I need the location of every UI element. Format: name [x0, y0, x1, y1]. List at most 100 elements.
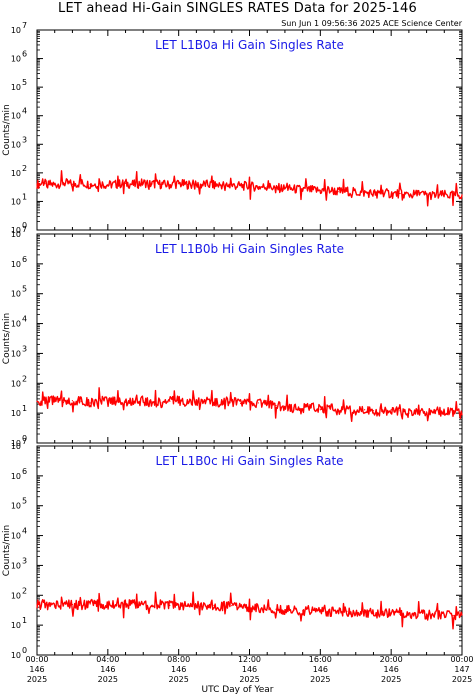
data-point: [186, 183, 189, 186]
data-point: [248, 606, 251, 608]
data-point: [399, 410, 401, 412]
data-point: [337, 191, 339, 193]
data-point: [186, 605, 189, 607]
data-point: [222, 605, 224, 607]
data-point: [443, 194, 445, 196]
data-point: [107, 401, 109, 403]
data-point: [133, 603, 135, 605]
x-tick-time: 12:00: [238, 655, 261, 664]
data-point: [98, 183, 100, 185]
data-point: [275, 608, 277, 610]
data-point: [346, 190, 348, 192]
data-point: [443, 410, 445, 412]
data-point: [107, 603, 109, 605]
y-tick-exponent: 7: [22, 21, 27, 30]
y-tick-label: 10: [11, 260, 21, 269]
y-tick-label: 10: [11, 83, 21, 92]
x-tick-doy: 146: [242, 665, 257, 674]
y-tick-label: 10: [11, 320, 21, 329]
data-point: [364, 409, 366, 411]
y-tick-label: 10: [11, 197, 21, 206]
y-tick-exponent: 6: [22, 50, 27, 59]
y-tick-exponent: 5: [22, 285, 27, 294]
data-point: [62, 603, 65, 605]
y-tick-exponent: 5: [22, 497, 27, 506]
data-point: [434, 194, 437, 197]
y-tick-label: 10: [11, 621, 21, 630]
y-tick-exponent: 4: [22, 315, 27, 324]
data-point: [372, 612, 375, 614]
data-point: [425, 411, 428, 413]
x-tick-doy: 146: [313, 665, 328, 674]
data-point: [266, 403, 268, 405]
data-point: [381, 191, 383, 193]
x-tick-year: 2025: [239, 675, 259, 684]
data-point: [293, 407, 295, 409]
data-point: [98, 400, 100, 402]
y-tick-exponent: 6: [22, 467, 27, 476]
data-point: [231, 401, 233, 403]
x-tick-doy: 146: [100, 665, 115, 674]
data-point: [461, 194, 463, 196]
y-axis-label: Counts/min: [2, 525, 12, 576]
panel-frame: [36, 29, 463, 231]
data-point: [355, 411, 357, 413]
data-point: [116, 604, 118, 606]
chart-main-title: LET ahead Hi-Gain SINGLES RATES Data for…: [58, 1, 417, 16]
y-tick-exponent: 7: [22, 437, 27, 446]
series-line: [36, 591, 463, 630]
data-point: [337, 611, 339, 613]
data-point: [195, 184, 197, 187]
data-point: [452, 614, 454, 617]
data-point: [142, 604, 144, 606]
data-point: [248, 185, 251, 187]
data-point: [98, 604, 100, 606]
data-point: [275, 187, 277, 189]
y-tick-label: 10: [11, 230, 21, 239]
data-point: [89, 183, 91, 186]
y-tick-label: 10: [11, 290, 21, 299]
y-tick-label: 10: [11, 169, 21, 178]
data-point: [417, 193, 419, 195]
data-point: [169, 604, 171, 606]
data-point: [204, 183, 206, 185]
data-point: [248, 401, 251, 403]
data-point: [133, 400, 135, 402]
x-tick-doy: 146: [29, 665, 44, 674]
data-point: [80, 400, 82, 402]
data-point: [45, 183, 47, 185]
data-point: [169, 400, 171, 402]
x-tick-time: 20:00: [380, 655, 403, 664]
data-point: [142, 182, 144, 184]
data-point: [36, 604, 38, 606]
data-point: [364, 192, 366, 194]
data-point: [355, 191, 357, 193]
data-point: [372, 192, 375, 195]
data-point: [36, 400, 38, 402]
y-tick-label: 10: [11, 409, 21, 418]
data-point: [319, 409, 321, 411]
data-point: [408, 613, 410, 615]
data-point: [89, 402, 91, 404]
y-tick-label: 10: [11, 561, 21, 570]
data-point: [408, 194, 410, 196]
panel-frame: [36, 445, 463, 656]
data-point: [45, 401, 47, 403]
data-point: [178, 399, 180, 401]
data-point: [222, 184, 224, 186]
data-point: [71, 603, 74, 606]
x-tick-time: 00:00: [25, 655, 48, 664]
data-point: [124, 182, 127, 184]
data-point: [381, 411, 383, 413]
y-tick-label: 10: [11, 591, 21, 600]
data-point: [178, 604, 180, 606]
x-tick-year: 2025: [310, 675, 330, 684]
data-point: [346, 408, 348, 410]
data-point: [399, 613, 401, 615]
x-tick-doy: 146: [384, 665, 399, 674]
y-tick-exponent: 3: [22, 344, 27, 353]
data-point: [443, 614, 445, 616]
data-point: [107, 184, 109, 186]
data-point: [328, 407, 330, 409]
data-point: [160, 603, 162, 605]
